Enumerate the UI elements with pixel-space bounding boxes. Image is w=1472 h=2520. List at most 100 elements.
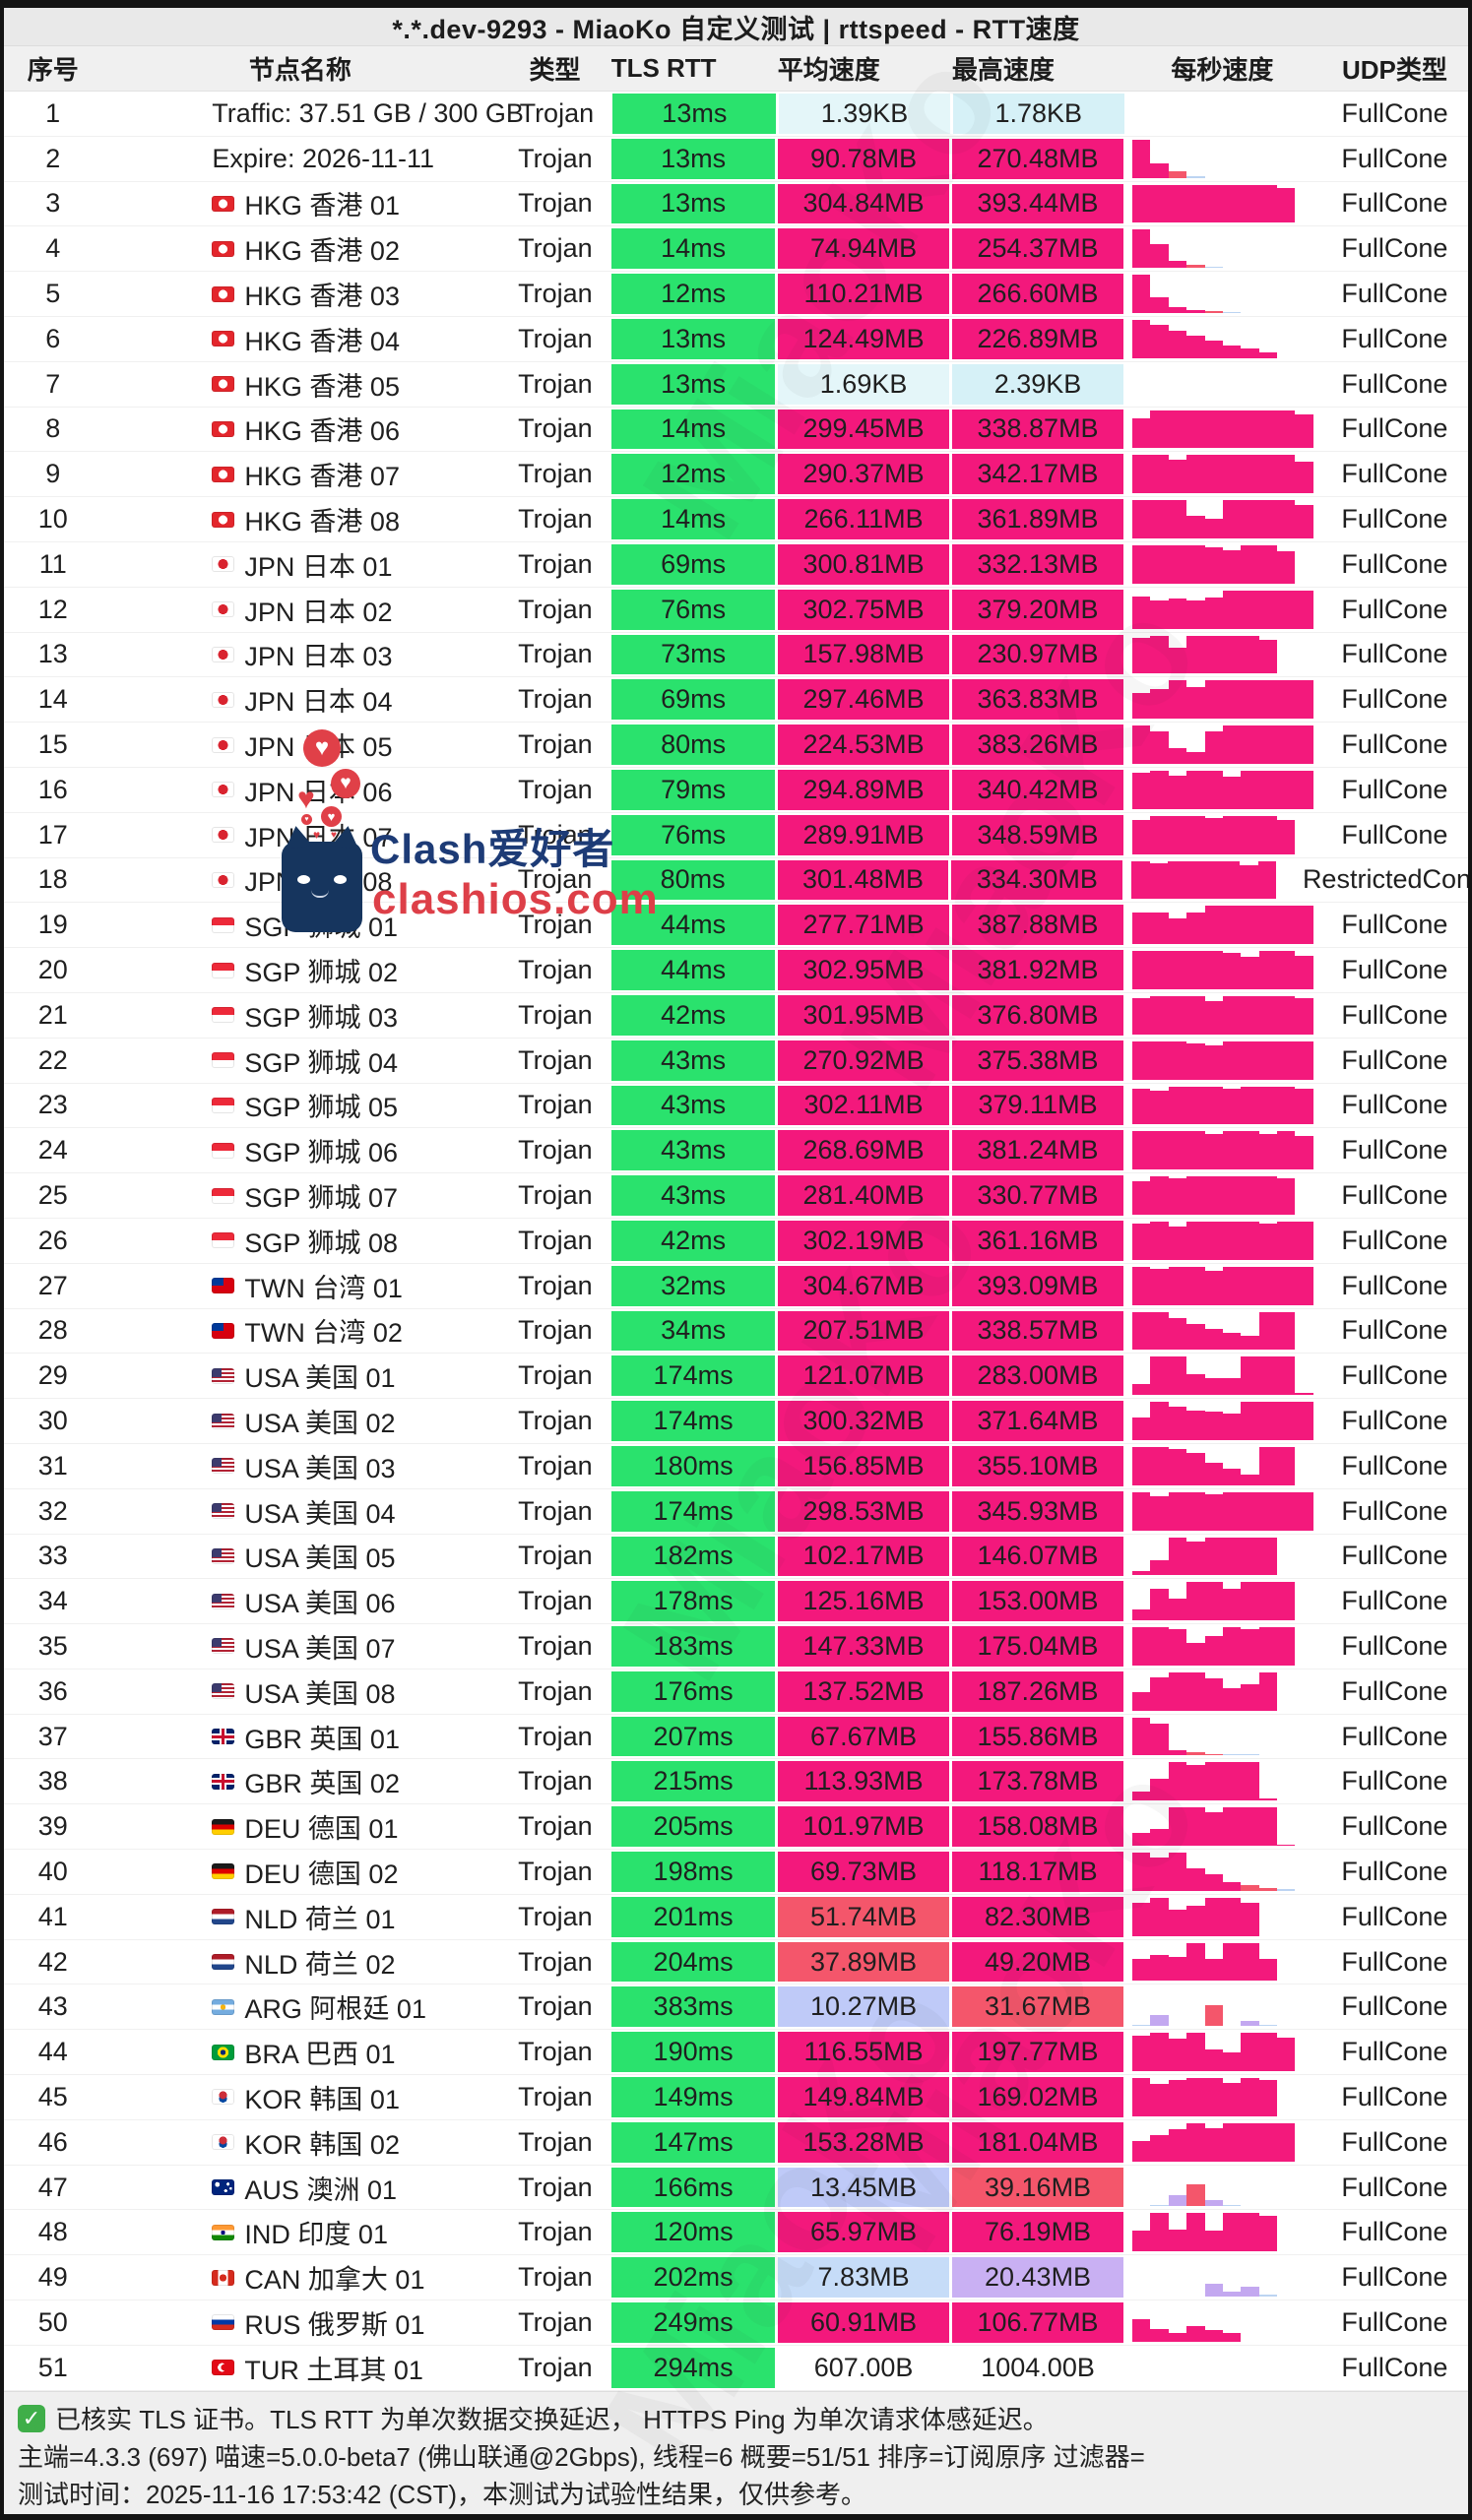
node-name: USA 美国 04 bbox=[244, 1498, 396, 1529]
node-name: JPN 日本 07 bbox=[244, 822, 393, 852]
udp-type: FullCone bbox=[1341, 819, 1448, 850]
country-flag-icon bbox=[212, 195, 235, 212]
results-table: MiaoKo MiaoKo MiaoKo MiaoKo MiaoKo ♥ ♥ ♥… bbox=[4, 25, 1468, 2493]
node-name: JPN 日本 05 bbox=[244, 732, 393, 763]
node-name-cell: CAN 加拿大 01 bbox=[101, 2255, 498, 2300]
node-index: 13 bbox=[37, 639, 68, 669]
tls-rtt-cell: 12ms bbox=[611, 452, 776, 496]
node-type: Trojan bbox=[518, 910, 593, 940]
udp-type: FullCone bbox=[1341, 910, 1448, 940]
table-row: 9 HKG 香港 07 Trojan 12ms 290.37MB 342.17M… bbox=[4, 452, 1468, 498]
table-header-row: 序号 节点名称 类型 TLS RTT 平均速度 最高速度 每秒速度 UDP类型 bbox=[4, 46, 1468, 92]
udp-type: FullCone bbox=[1341, 143, 1448, 173]
udp-type: FullCone bbox=[1341, 639, 1448, 669]
udp-type: FullCone bbox=[1341, 999, 1448, 1030]
table-row: 41 NLD 荷兰 01 Trojan 201ms 51.74MB 82.30M… bbox=[4, 1895, 1468, 1940]
node-name: JPN 日本 01 bbox=[244, 551, 393, 582]
node-name: Expire: 2026-11-11 bbox=[212, 143, 435, 173]
node-name-cell: USA 美国 03 bbox=[101, 1444, 498, 1488]
node-index: 25 bbox=[37, 1180, 68, 1211]
node-index: 20 bbox=[37, 955, 68, 985]
max-speed-cell: 348.59MB bbox=[952, 813, 1124, 857]
tls-rtt-cell: 43ms bbox=[611, 1084, 776, 1128]
table-row: 22 SGP 狮城 04 Trojan 43ms 270.92MB 375.38… bbox=[4, 1039, 1468, 1084]
tls-rtt-cell: 204ms bbox=[611, 1940, 776, 1984]
udp-type: FullCone bbox=[1341, 1946, 1448, 1977]
node-name-cell: IND 印度 01 bbox=[101, 2210, 498, 2254]
speed-bars-chart bbox=[1123, 2346, 1321, 2390]
country-flag-icon bbox=[212, 2269, 235, 2286]
node-name-cell: JPN 日本 04 bbox=[101, 677, 498, 722]
max-speed-cell: 175.04MB bbox=[952, 1624, 1124, 1669]
node-name-cell: SGP 狮城 07 bbox=[101, 1173, 498, 1218]
node-index: 49 bbox=[37, 2262, 68, 2293]
speed-bars-chart bbox=[1123, 2075, 1321, 2119]
node-name-cell: Traffic: 37.51 GB / 300 GB bbox=[101, 92, 524, 136]
node-name-cell: USA 美国 05 bbox=[101, 1535, 498, 1579]
speed-bars-chart bbox=[1123, 1444, 1321, 1488]
max-speed-cell: 226.89MB bbox=[952, 317, 1124, 361]
table-row: 39 DEU 德国 01 Trojan 205ms 101.97MB 158.0… bbox=[4, 1804, 1468, 1851]
node-index: 33 bbox=[37, 1541, 68, 1571]
tls-rtt-cell: 120ms bbox=[611, 2210, 776, 2254]
node-name-cell: TUR 土耳其 01 bbox=[101, 2346, 498, 2390]
max-speed-cell: 153.00MB bbox=[952, 1579, 1124, 1623]
speed-bars-chart bbox=[1123, 1219, 1321, 1263]
table-row: 43 ARG 阿根廷 01 Trojan 383ms 10.27MB 31.67… bbox=[4, 1984, 1468, 2031]
node-name-cell: AUS 澳洲 01 bbox=[101, 2166, 498, 2210]
node-name: AUS 澳洲 01 bbox=[244, 2174, 397, 2205]
node-index: 42 bbox=[37, 1946, 68, 1977]
max-speed-cell: 31.67MB bbox=[952, 1984, 1124, 2029]
node-name: HKG 香港 01 bbox=[244, 191, 400, 221]
node-name: ARG 阿根廷 01 bbox=[244, 1994, 426, 2025]
table-row: 7 HKG 香港 05 Trojan 13ms 1.69KB 2.39KB Fu… bbox=[4, 362, 1468, 408]
country-flag-icon bbox=[212, 1998, 235, 2015]
speed-bars-chart bbox=[1123, 1039, 1321, 1083]
speed-bars-chart bbox=[1124, 92, 1322, 136]
node-name: HKG 香港 02 bbox=[244, 236, 400, 267]
node-type: Trojan bbox=[518, 504, 593, 535]
country-flag-icon bbox=[212, 827, 235, 844]
speed-bars-chart bbox=[1123, 1399, 1321, 1443]
speed-bars-chart bbox=[1123, 497, 1321, 541]
max-speed-cell: 1.78KB bbox=[952, 92, 1124, 136]
tls-rtt-cell: 13ms bbox=[611, 182, 776, 226]
max-speed-cell: 387.88MB bbox=[952, 903, 1124, 947]
max-speed-cell: 381.24MB bbox=[952, 1128, 1124, 1172]
country-flag-icon bbox=[212, 1322, 235, 1339]
node-name-cell: USA 美国 01 bbox=[101, 1354, 498, 1398]
max-speed-cell: 379.20MB bbox=[952, 588, 1124, 632]
node-name: SGP 狮城 08 bbox=[244, 1228, 398, 1258]
max-speed-cell: 379.11MB bbox=[952, 1084, 1124, 1128]
node-type: Trojan bbox=[518, 2306, 593, 2337]
node-name-cell: SGP 狮城 02 bbox=[101, 948, 498, 992]
tls-rtt-cell: 14ms bbox=[611, 497, 776, 541]
udp-type: FullCone bbox=[1341, 729, 1448, 760]
avg-speed-cell: 304.67MB bbox=[778, 1264, 950, 1308]
node-index: 39 bbox=[37, 1811, 68, 1842]
node-index: 50 bbox=[37, 2306, 68, 2337]
node-name: DEU 德国 01 bbox=[244, 1814, 399, 1845]
tls-rtt-cell: 80ms bbox=[611, 723, 776, 767]
speed-bars-chart bbox=[1123, 137, 1321, 181]
avg-speed-cell: 268.69MB bbox=[778, 1128, 950, 1172]
table-row: 13 JPN 日本 03 Trojan 73ms 157.98MB 230.97… bbox=[4, 633, 1468, 678]
node-name-cell: NLD 荷兰 02 bbox=[101, 1940, 498, 1984]
country-flag-icon bbox=[212, 916, 235, 933]
column-header-5: 平均速度 bbox=[777, 55, 880, 85]
table-row: 27 TWN 台湾 01 Trojan 32ms 304.67MB 393.09… bbox=[4, 1264, 1468, 1309]
speed-bars-chart bbox=[1123, 1850, 1321, 1894]
node-type: Trojan bbox=[518, 1991, 593, 2022]
speed-bars-chart bbox=[1123, 1264, 1321, 1308]
node-type: Trojan bbox=[518, 639, 593, 669]
node-type: Trojan bbox=[518, 1946, 593, 1977]
node-type: Trojan bbox=[518, 548, 593, 579]
country-flag-icon bbox=[212, 1142, 235, 1159]
max-speed-cell: 169.02MB bbox=[952, 2075, 1124, 2119]
node-name: USA 美国 03 bbox=[244, 1453, 396, 1483]
table-row: 49 CAN 加拿大 01 Trojan 202ms 7.83MB 20.43M… bbox=[4, 2255, 1468, 2301]
column-header-3: 类型 bbox=[529, 55, 581, 85]
avg-speed-cell: 147.33MB bbox=[778, 1624, 950, 1669]
speed-bars-chart bbox=[1123, 1579, 1321, 1623]
